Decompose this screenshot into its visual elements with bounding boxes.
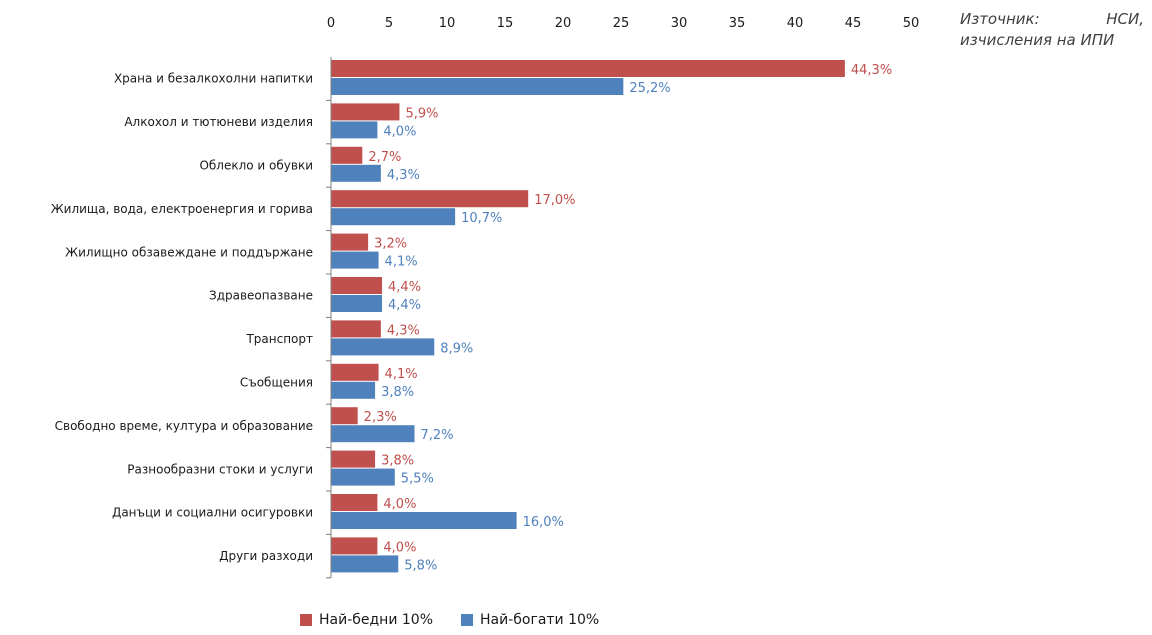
bar-s1-7 <box>331 381 376 399</box>
data-label-s1-4: 4,1% <box>385 255 418 270</box>
x-tick-label-1: 5 <box>385 16 393 31</box>
data-label-s1-11: 5,8% <box>404 558 437 573</box>
bar-s1-4 <box>331 251 379 269</box>
category-label-8: Свободно време, култура и образование <box>55 419 313 433</box>
category-label-9: Разнообразни стоки и услуги <box>127 462 313 476</box>
x-tick-label-8: 40 <box>787 16 804 31</box>
bar-s1-1 <box>331 121 378 139</box>
x-tick-label-4: 20 <box>555 16 572 31</box>
legend: Най-бедни 10% Най-богати 10% <box>300 612 627 628</box>
data-label-s1-10: 16,0% <box>523 515 564 530</box>
bar-s1-5 <box>331 295 383 312</box>
category-label-7: Съобщения <box>240 376 313 390</box>
data-label-s0-1: 5,9% <box>405 106 438 121</box>
legend-item-richest: Най-богати 10% <box>461 612 599 628</box>
legend-item-poorest: Най-бедни 10% <box>300 612 433 628</box>
data-label-s0-8: 2,3% <box>364 410 397 425</box>
bar-s1-10 <box>331 512 517 529</box>
bar-s0-9 <box>331 450 376 468</box>
category-label-0: Храна и безалкохолни напитки <box>114 72 313 86</box>
bar-s0-8 <box>331 407 358 425</box>
source-note: Източник: НСИ, изчисления на ИПИ <box>960 9 1144 51</box>
data-label-s1-2: 4,3% <box>387 168 420 183</box>
data-label-s1-7: 3,8% <box>381 385 414 400</box>
legend-label-richest: Най-богати 10% <box>480 612 600 628</box>
bar-s0-5 <box>331 277 383 294</box>
data-label-s0-7: 4,1% <box>385 367 418 382</box>
bar-s1-6 <box>331 338 435 356</box>
bar-s0-3 <box>331 190 529 208</box>
data-label-s0-11: 4,0% <box>383 540 416 555</box>
data-label-s0-10: 4,0% <box>383 497 416 512</box>
data-label-s1-5: 4,4% <box>388 298 421 313</box>
category-label-1: Алкохол и тютюневи изделия <box>124 115 313 129</box>
data-label-s1-0: 25,2% <box>629 81 670 96</box>
data-label-s0-9: 3,8% <box>381 454 414 469</box>
legend-label-poorest: Най-бедни 10% <box>319 612 434 628</box>
bar-s0-6 <box>331 320 381 338</box>
source-calculations: изчисления на ИПИ <box>960 31 1115 49</box>
bar-s0-10 <box>331 494 378 511</box>
category-label-5: Здравеопазване <box>209 289 313 303</box>
legend-swatch-poorest <box>300 614 312 626</box>
data-labels: 44,3% 25,2% 5,9% 4,0% 2,7% 4,3% 17,0% 10,7% 3,2%… <box>364 63 893 573</box>
x-tick-label-6: 30 <box>671 16 688 31</box>
legend-swatch-richest <box>461 614 474 626</box>
source-label: Източник: <box>960 10 1040 28</box>
bar-s1-9 <box>331 468 395 486</box>
category-label-11: Други разходи <box>219 549 313 563</box>
category-labels: Храна и безалкохолни напитки Алкохол и тю… <box>51 72 331 579</box>
data-label-s0-2: 2,7% <box>368 150 401 165</box>
category-label-3: Жилища, вода, електроенергия и горива <box>51 202 313 216</box>
bar-s0-11 <box>331 537 378 555</box>
x-tick-label-0: 0 <box>327 16 335 31</box>
bar-s0-4 <box>331 233 369 251</box>
source-org: НСИ, <box>1106 10 1144 28</box>
data-label-s0-3: 17,0% <box>534 193 575 208</box>
bar-s0-7 <box>331 363 379 381</box>
bars <box>331 60 845 573</box>
x-tick-label-2: 10 <box>439 16 456 31</box>
category-label-6: Транспорт <box>245 332 313 346</box>
data-label-s0-6: 4,3% <box>387 323 420 338</box>
bar-s1-0 <box>331 78 624 95</box>
bar-s0-1 <box>331 103 400 121</box>
bar-s1-11 <box>331 555 399 573</box>
bar-s0-0 <box>331 60 845 77</box>
bar-s1-8 <box>331 425 415 443</box>
bar-s1-3 <box>331 208 456 226</box>
data-label-s0-5: 4,4% <box>388 280 421 295</box>
data-label-s1-8: 7,2% <box>421 428 454 443</box>
data-label-s1-1: 4,0% <box>383 124 416 139</box>
x-axis-ticks: 0 5 10 15 20 25 30 35 40 45 50 <box>327 16 919 31</box>
x-tick-label-9: 45 <box>845 16 862 31</box>
category-label-2: Облекло и обувки <box>199 159 313 173</box>
category-label-10: Данъци и социални осигуровки <box>112 506 313 520</box>
category-label-4: Жилищно обзавеждане и поддържане <box>65 245 313 259</box>
data-label-s0-0: 44,3% <box>851 63 892 78</box>
x-tick-label-10: 50 <box>903 16 920 31</box>
data-label-s1-6: 8,9% <box>440 341 473 356</box>
data-label-s0-4: 3,2% <box>374 237 407 252</box>
data-label-s1-3: 10,7% <box>461 211 502 226</box>
bar-s1-2 <box>331 164 381 182</box>
x-tick-label-7: 35 <box>729 16 746 31</box>
x-tick-label-3: 15 <box>497 16 514 31</box>
bar-s0-2 <box>331 146 363 164</box>
data-label-s1-9: 5,5% <box>401 472 434 487</box>
x-tick-label-5: 25 <box>613 16 630 31</box>
